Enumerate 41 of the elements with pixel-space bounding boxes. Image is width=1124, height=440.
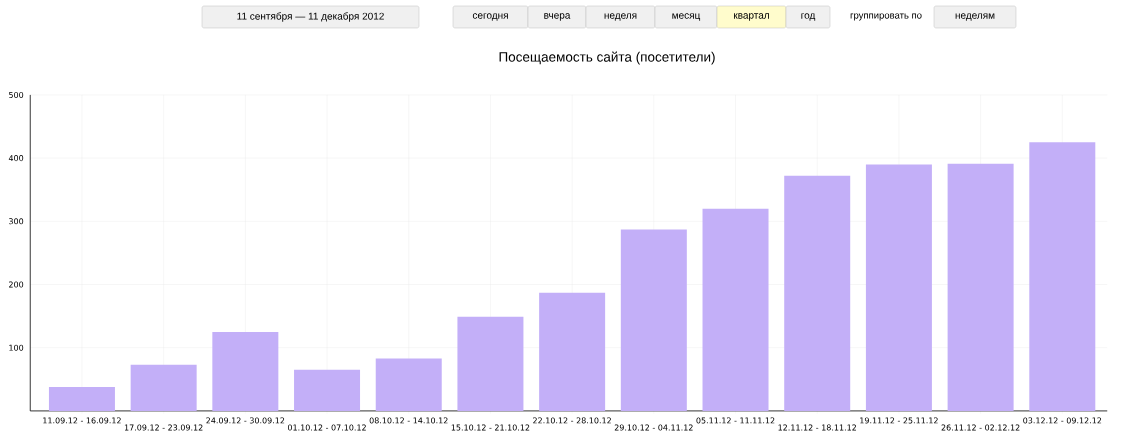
x-tick-label: 29.10.12 - 04.11.12 [614,424,693,431]
bar [130,364,197,411]
text: неделям [955,13,995,21]
bar [48,386,115,411]
y-tick-label: 100 [9,344,24,351]
x-tick-label: 15.10.12 - 21.10.12 [451,424,530,431]
text: сегодня [472,13,508,21]
x-tick-label: 24.09.12 - 30.09.12 [206,417,285,424]
x-tick-label: 01.10.12 - 07.10.12 [287,424,366,431]
x-tick-label: 11.09.12 - 16.09.12 [43,417,121,424]
bar [539,292,606,411]
x-tick-label: 22.10.12 - 28.10.12 [533,417,611,424]
y-tick-label: 300 [9,218,24,225]
bar [784,175,851,411]
x-tick-label: 08.10.12 - 14.10.12 [369,417,448,424]
bar [375,358,442,411]
bar [947,163,1014,411]
text: 11 сентября — 11 декабря 2012 [237,12,384,22]
bar [620,229,687,411]
bar [1029,142,1096,411]
text: группировать по [850,13,922,21]
x-tick-label: 17.09.12 - 23.09.12 [124,424,203,431]
bar [865,164,932,411]
x-tick-label: 19.11.12 - 25.11.12 [860,417,938,424]
y-tick-label: 400 [8,155,24,162]
chart-title: Посещаемость сайта (посетители) [499,51,715,65]
x-tick-label: 26.11.12 - 02.12.12 [941,424,1020,431]
x-tick-label: 05.11.12 - 11.11.12 [696,417,775,424]
bar [457,316,524,411]
text: год [801,13,816,21]
bar [212,331,279,411]
text: квартал [734,13,769,21]
y-tick-label: 500 [9,91,24,98]
bar [294,369,361,411]
bar [702,208,769,411]
text: неделя [604,13,637,21]
y-tick-label: 200 [9,281,24,288]
text: вчера [544,13,571,21]
x-tick-label: 12.11.12 - 18.11.12 [778,424,857,431]
text: месяц [672,13,701,21]
x-tick-label: 03.12.12 - 09.12.12 [1023,417,1102,424]
